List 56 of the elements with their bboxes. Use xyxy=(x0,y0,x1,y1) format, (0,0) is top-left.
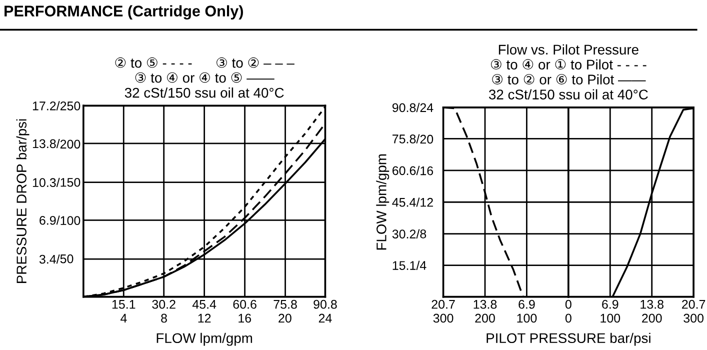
x-tick-label: 75.8 xyxy=(274,300,297,309)
y2-tick-label: 16 xyxy=(420,166,434,176)
y-tick-label: 17.2/ xyxy=(32,101,60,110)
text: PERFORMANCE (Cartridge Only) xyxy=(4,5,243,20)
y2-tick-label: 12 xyxy=(420,198,433,207)
chart-subtitle: ③ to ④ or ① to Pilot - - - - ③ to ② or ⑥ to Pilot —— 32 cSt/150 ssu oil at 40°C xyxy=(488,59,648,100)
x2-tick-label: 300 xyxy=(433,314,454,323)
y-axis-title: PRESSURE DROP bar/psi xyxy=(16,119,30,283)
x-tick-label: 60.6 xyxy=(233,300,256,309)
x2-tick-label: 4 xyxy=(120,314,127,323)
x-tick-label: 6.9 xyxy=(518,300,535,309)
x2-tick-label: 16 xyxy=(238,314,252,323)
y2-tick-label: 50 xyxy=(60,254,74,264)
y-tick-label: 60.6/ xyxy=(392,166,420,176)
x2-tick-label: 200 xyxy=(475,314,495,323)
x-tick-label: 20.7 xyxy=(432,300,455,309)
y-tick-label: 90.8/ xyxy=(392,102,420,112)
x-tick-label: 6.9 xyxy=(602,300,618,309)
x-tick-label: 13.8 xyxy=(474,300,497,309)
x-tick-label: 20.7 xyxy=(682,300,706,309)
x2-tick-label: 24 xyxy=(318,314,332,323)
y-tick-label: 10.3/ xyxy=(32,178,60,188)
chart-title: Flow vs. Pilot Pressure xyxy=(498,44,638,55)
y2-tick-label: 150 xyxy=(60,178,80,187)
y-tick-label: 75.8/ xyxy=(392,134,420,144)
y2-tick-label: 24 xyxy=(420,103,434,112)
x-tick-label: 45.4 xyxy=(192,300,216,309)
x-tick-label: 90.8 xyxy=(314,300,337,309)
y2-tick-label: 8 xyxy=(420,229,426,238)
y2-tick-label: 200 xyxy=(60,140,80,149)
x2-tick-label: 8 xyxy=(161,314,167,323)
x-tick-label: 0 xyxy=(565,300,572,309)
x2-tick-label: 12 xyxy=(198,314,211,323)
y2-tick-label: 20 xyxy=(420,134,434,144)
x-tick-label: 30.2 xyxy=(152,300,176,309)
y-tick-label: 3.4/ xyxy=(39,254,60,264)
y-tick-label: 30.2/ xyxy=(392,229,420,238)
x-axis-title: FLOW lpm/gpm xyxy=(156,332,252,346)
x-tick-label: 15.1 xyxy=(112,300,136,309)
y-tick-label: 13.8/ xyxy=(32,138,60,148)
x2-tick-label: 300 xyxy=(684,314,704,323)
y2-tick-label: 100 xyxy=(60,216,80,226)
x2-tick-label: 20 xyxy=(278,314,292,323)
chart-title: ② to ⑤ - - - - ③ to ② – – – ③ to ④ or ④ to ⑤ —— 32 cSt/150 ssu oil at 40°C xyxy=(115,57,294,98)
x-axis-title: PILOT PRESSURE bar/psi xyxy=(486,332,650,346)
x2-tick-label: 100 xyxy=(517,314,537,323)
y-tick-label: 6.9/ xyxy=(40,216,60,225)
y-tick-label: 15.1/ xyxy=(392,260,420,270)
x2-tick-label: 100 xyxy=(600,314,620,323)
y-tick-label: 45.4/ xyxy=(392,198,420,207)
y-axis-title: FLOW lpm/gpm xyxy=(376,154,390,250)
x2-tick-label: 0 xyxy=(565,314,572,323)
x2-tick-label: 200 xyxy=(642,314,662,323)
x-tick-label: 13.8 xyxy=(640,300,664,309)
y2-tick-label: 250 xyxy=(60,102,80,110)
y2-tick-label: 4 xyxy=(420,261,426,270)
